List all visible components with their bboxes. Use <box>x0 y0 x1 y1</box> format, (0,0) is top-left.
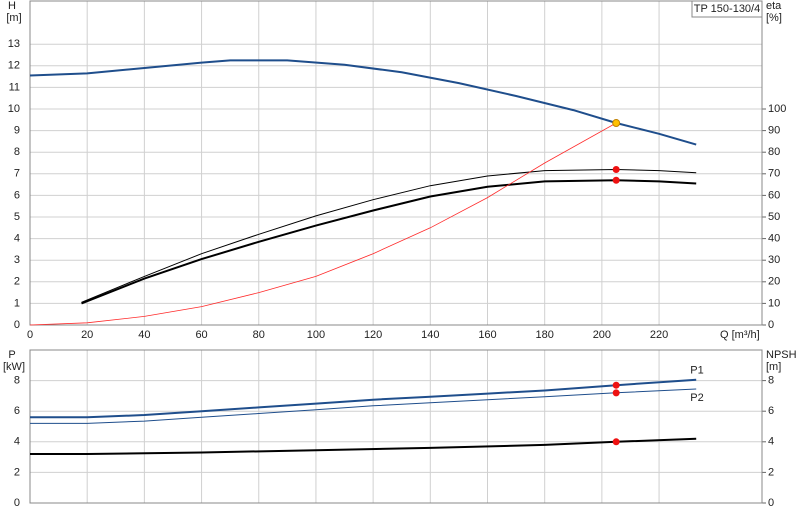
y2-tick-label: 40 <box>768 233 780 245</box>
y2-tick-label: 80 <box>768 146 780 158</box>
duty-point <box>612 165 620 173</box>
curve <box>29 122 617 326</box>
curve <box>30 437 697 455</box>
duty-point <box>612 389 620 397</box>
y-label-unit: [m] <box>6 12 21 24</box>
y2-tick-label: 70 <box>768 168 780 180</box>
y-tick-label: 12 <box>8 60 20 72</box>
y-tick-label: 8 <box>14 146 20 158</box>
y-tick-label: 2 <box>14 276 20 288</box>
y-tick-label: 9 <box>14 125 20 137</box>
y-tick-label: 6 <box>14 405 20 417</box>
y2-tick-label: 50 <box>768 211 780 223</box>
y-tick-label: 6 <box>14 189 20 201</box>
x-tick-label: 20 <box>81 329 93 341</box>
y-tick-label: 2 <box>14 466 20 478</box>
y2-label: NPSH <box>766 349 797 361</box>
series-label: P2 <box>690 392 703 404</box>
duty-point <box>612 381 620 389</box>
duty-point <box>612 438 620 446</box>
y2-tick-label: 90 <box>768 125 780 137</box>
x-label: Q [m³/h] <box>720 329 760 341</box>
x-tick-label: 180 <box>536 329 554 341</box>
y-tick-label: 1 <box>14 297 20 309</box>
x-tick-label: 100 <box>307 329 325 341</box>
y2-label-unit: [%] <box>766 12 782 24</box>
x-tick-label: 160 <box>478 329 496 341</box>
curve <box>29 59 697 146</box>
plot-frame <box>29 0 763 326</box>
y2-tick-label: 4 <box>768 436 774 448</box>
y2-tick-label: 30 <box>768 254 780 266</box>
x-tick-label: 40 <box>138 329 150 341</box>
series-label: P1 <box>690 365 703 377</box>
y2-tick-label: 6 <box>768 405 774 417</box>
y-tick-label: 4 <box>14 436 20 448</box>
x-tick-label: 60 <box>195 329 207 341</box>
y2-tick-label: 2 <box>768 466 774 478</box>
curve <box>30 388 697 424</box>
y-tick-label: 0 <box>14 497 20 509</box>
x-tick-label: 200 <box>593 329 611 341</box>
title-box <box>691 0 763 18</box>
y2-tick-label: 100 <box>768 103 786 115</box>
y-tick-label: 4 <box>14 233 20 245</box>
y-tick-label: 7 <box>14 168 20 180</box>
y2-tick-label: 20 <box>768 276 780 288</box>
y-tick-label: 13 <box>8 38 20 50</box>
y2-tick-label: 8 <box>768 375 774 387</box>
curve <box>81 168 697 303</box>
y2-label: eta <box>766 0 782 12</box>
y-tick-label: 11 <box>9 81 20 93</box>
x-tick-label: 220 <box>650 329 668 341</box>
y2-tick-label: 10 <box>768 297 780 309</box>
curve <box>30 378 697 419</box>
plot-frame <box>29 349 763 504</box>
duty-point <box>612 119 621 128</box>
y-tick-label: 10 <box>8 103 20 115</box>
x-tick-label: 140 <box>421 329 439 341</box>
y-label-unit: [kW] <box>3 361 25 373</box>
y-tick-label: 0 <box>14 319 20 331</box>
duty-point <box>612 176 620 184</box>
chart-title: TP 150-130/4 <box>694 3 760 15</box>
y2-tick-label: 0 <box>768 497 774 509</box>
y-label: P <box>8 349 15 361</box>
x-tick-label: 120 <box>364 329 382 341</box>
y-tick-label: 3 <box>14 254 20 266</box>
y-tick-label: 8 <box>14 375 20 387</box>
y2-tick-label: 0 <box>768 319 774 331</box>
x-tick-label: 0 <box>27 329 33 341</box>
y-tick-label: 5 <box>14 211 20 223</box>
y2-label-unit: [m] <box>766 361 781 373</box>
y2-tick-label: 60 <box>768 189 780 201</box>
curve <box>81 179 697 305</box>
y-label: H <box>8 0 16 12</box>
x-tick-label: 80 <box>253 329 265 341</box>
